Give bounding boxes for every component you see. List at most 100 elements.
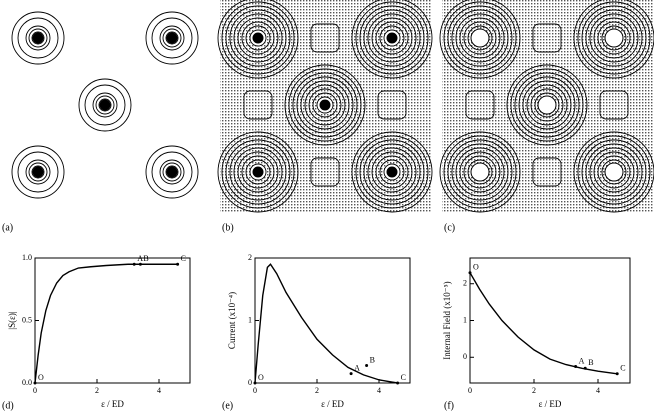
contour	[308, 88, 342, 122]
contour	[522, 80, 572, 130]
contour	[573, 0, 654, 79]
contour	[463, 21, 497, 55]
contour	[304, 84, 346, 126]
contour	[518, 76, 576, 134]
contour	[351, 131, 433, 213]
contour-square	[310, 157, 340, 187]
contour	[514, 72, 580, 138]
contour	[577, 1, 651, 75]
contour	[355, 135, 429, 209]
point-marker	[583, 366, 587, 370]
core	[252, 166, 264, 178]
contour-square	[599, 90, 629, 120]
contour	[25, 25, 51, 51]
contour	[162, 162, 182, 182]
contour-square	[310, 23, 340, 53]
point-label: C	[620, 364, 625, 373]
core	[166, 166, 178, 178]
panel-label: (d)	[2, 400, 14, 411]
line	[254, 263, 398, 384]
core	[99, 99, 111, 111]
point-marker	[615, 372, 619, 376]
contour	[84, 84, 126, 126]
contour	[78, 78, 132, 132]
panel-label: (b)	[222, 222, 234, 233]
contour	[11, 145, 65, 199]
contour	[241, 155, 275, 189]
contour	[300, 80, 350, 130]
x-tick-label: 4	[596, 386, 600, 395]
contour	[217, 0, 299, 79]
contour	[371, 151, 413, 193]
contour	[241, 21, 275, 55]
contour	[288, 68, 362, 142]
contour	[92, 92, 118, 118]
contour	[581, 139, 647, 205]
contour	[459, 17, 501, 59]
core	[604, 28, 624, 48]
contour	[245, 25, 271, 51]
point-marker	[33, 381, 37, 385]
contour	[159, 159, 185, 185]
point-label: O	[38, 373, 44, 382]
contour	[359, 5, 425, 71]
point-marker	[396, 381, 400, 385]
contour	[379, 159, 405, 185]
contour	[467, 25, 493, 51]
panel-label: (a)	[2, 222, 13, 233]
point-marker	[365, 364, 369, 367]
contour	[237, 151, 279, 193]
contour	[593, 17, 635, 59]
contour	[95, 95, 115, 115]
contour	[363, 9, 421, 67]
point-marker	[132, 262, 136, 266]
contour	[11, 11, 65, 65]
point-label: A	[579, 356, 585, 365]
contour	[530, 88, 564, 122]
x-tick-label: 4	[157, 386, 161, 395]
contour	[443, 135, 517, 209]
core	[252, 32, 264, 44]
contour	[292, 72, 358, 138]
contour	[589, 13, 639, 63]
point-label: B	[588, 358, 593, 367]
contour-square	[465, 90, 495, 120]
point-marker	[349, 372, 353, 376]
contour	[217, 131, 299, 213]
contour	[601, 159, 627, 185]
contour	[439, 131, 521, 213]
contour	[371, 17, 413, 59]
contour	[151, 17, 193, 59]
contour	[284, 64, 366, 146]
point-marker	[468, 271, 472, 275]
point-label: O	[258, 373, 264, 382]
point-marker	[176, 262, 180, 266]
y-axis-label: Internal Field (x10⁻⁵)	[442, 281, 452, 359]
x-tick-label: 2	[315, 386, 319, 395]
panel-label: (f)	[444, 400, 454, 411]
contour	[28, 162, 48, 182]
x-tick-label: 2	[95, 386, 99, 395]
axes-frame	[34, 257, 191, 384]
contour	[577, 135, 651, 209]
point-label: O	[473, 263, 479, 272]
contour	[597, 21, 631, 55]
contour-square	[243, 90, 273, 120]
core	[386, 32, 398, 44]
contour-square	[377, 90, 407, 120]
contour	[162, 28, 182, 48]
core	[319, 99, 331, 111]
contour	[225, 139, 291, 205]
y-tick-label: 0	[248, 378, 252, 387]
contour	[451, 9, 509, 67]
contour	[455, 13, 505, 63]
contour	[447, 5, 513, 71]
point-marker	[138, 262, 142, 266]
contour	[451, 143, 509, 201]
contour	[375, 155, 409, 189]
contour	[589, 147, 639, 197]
y-tick-label: 0.5	[22, 315, 32, 324]
contour	[229, 143, 287, 201]
